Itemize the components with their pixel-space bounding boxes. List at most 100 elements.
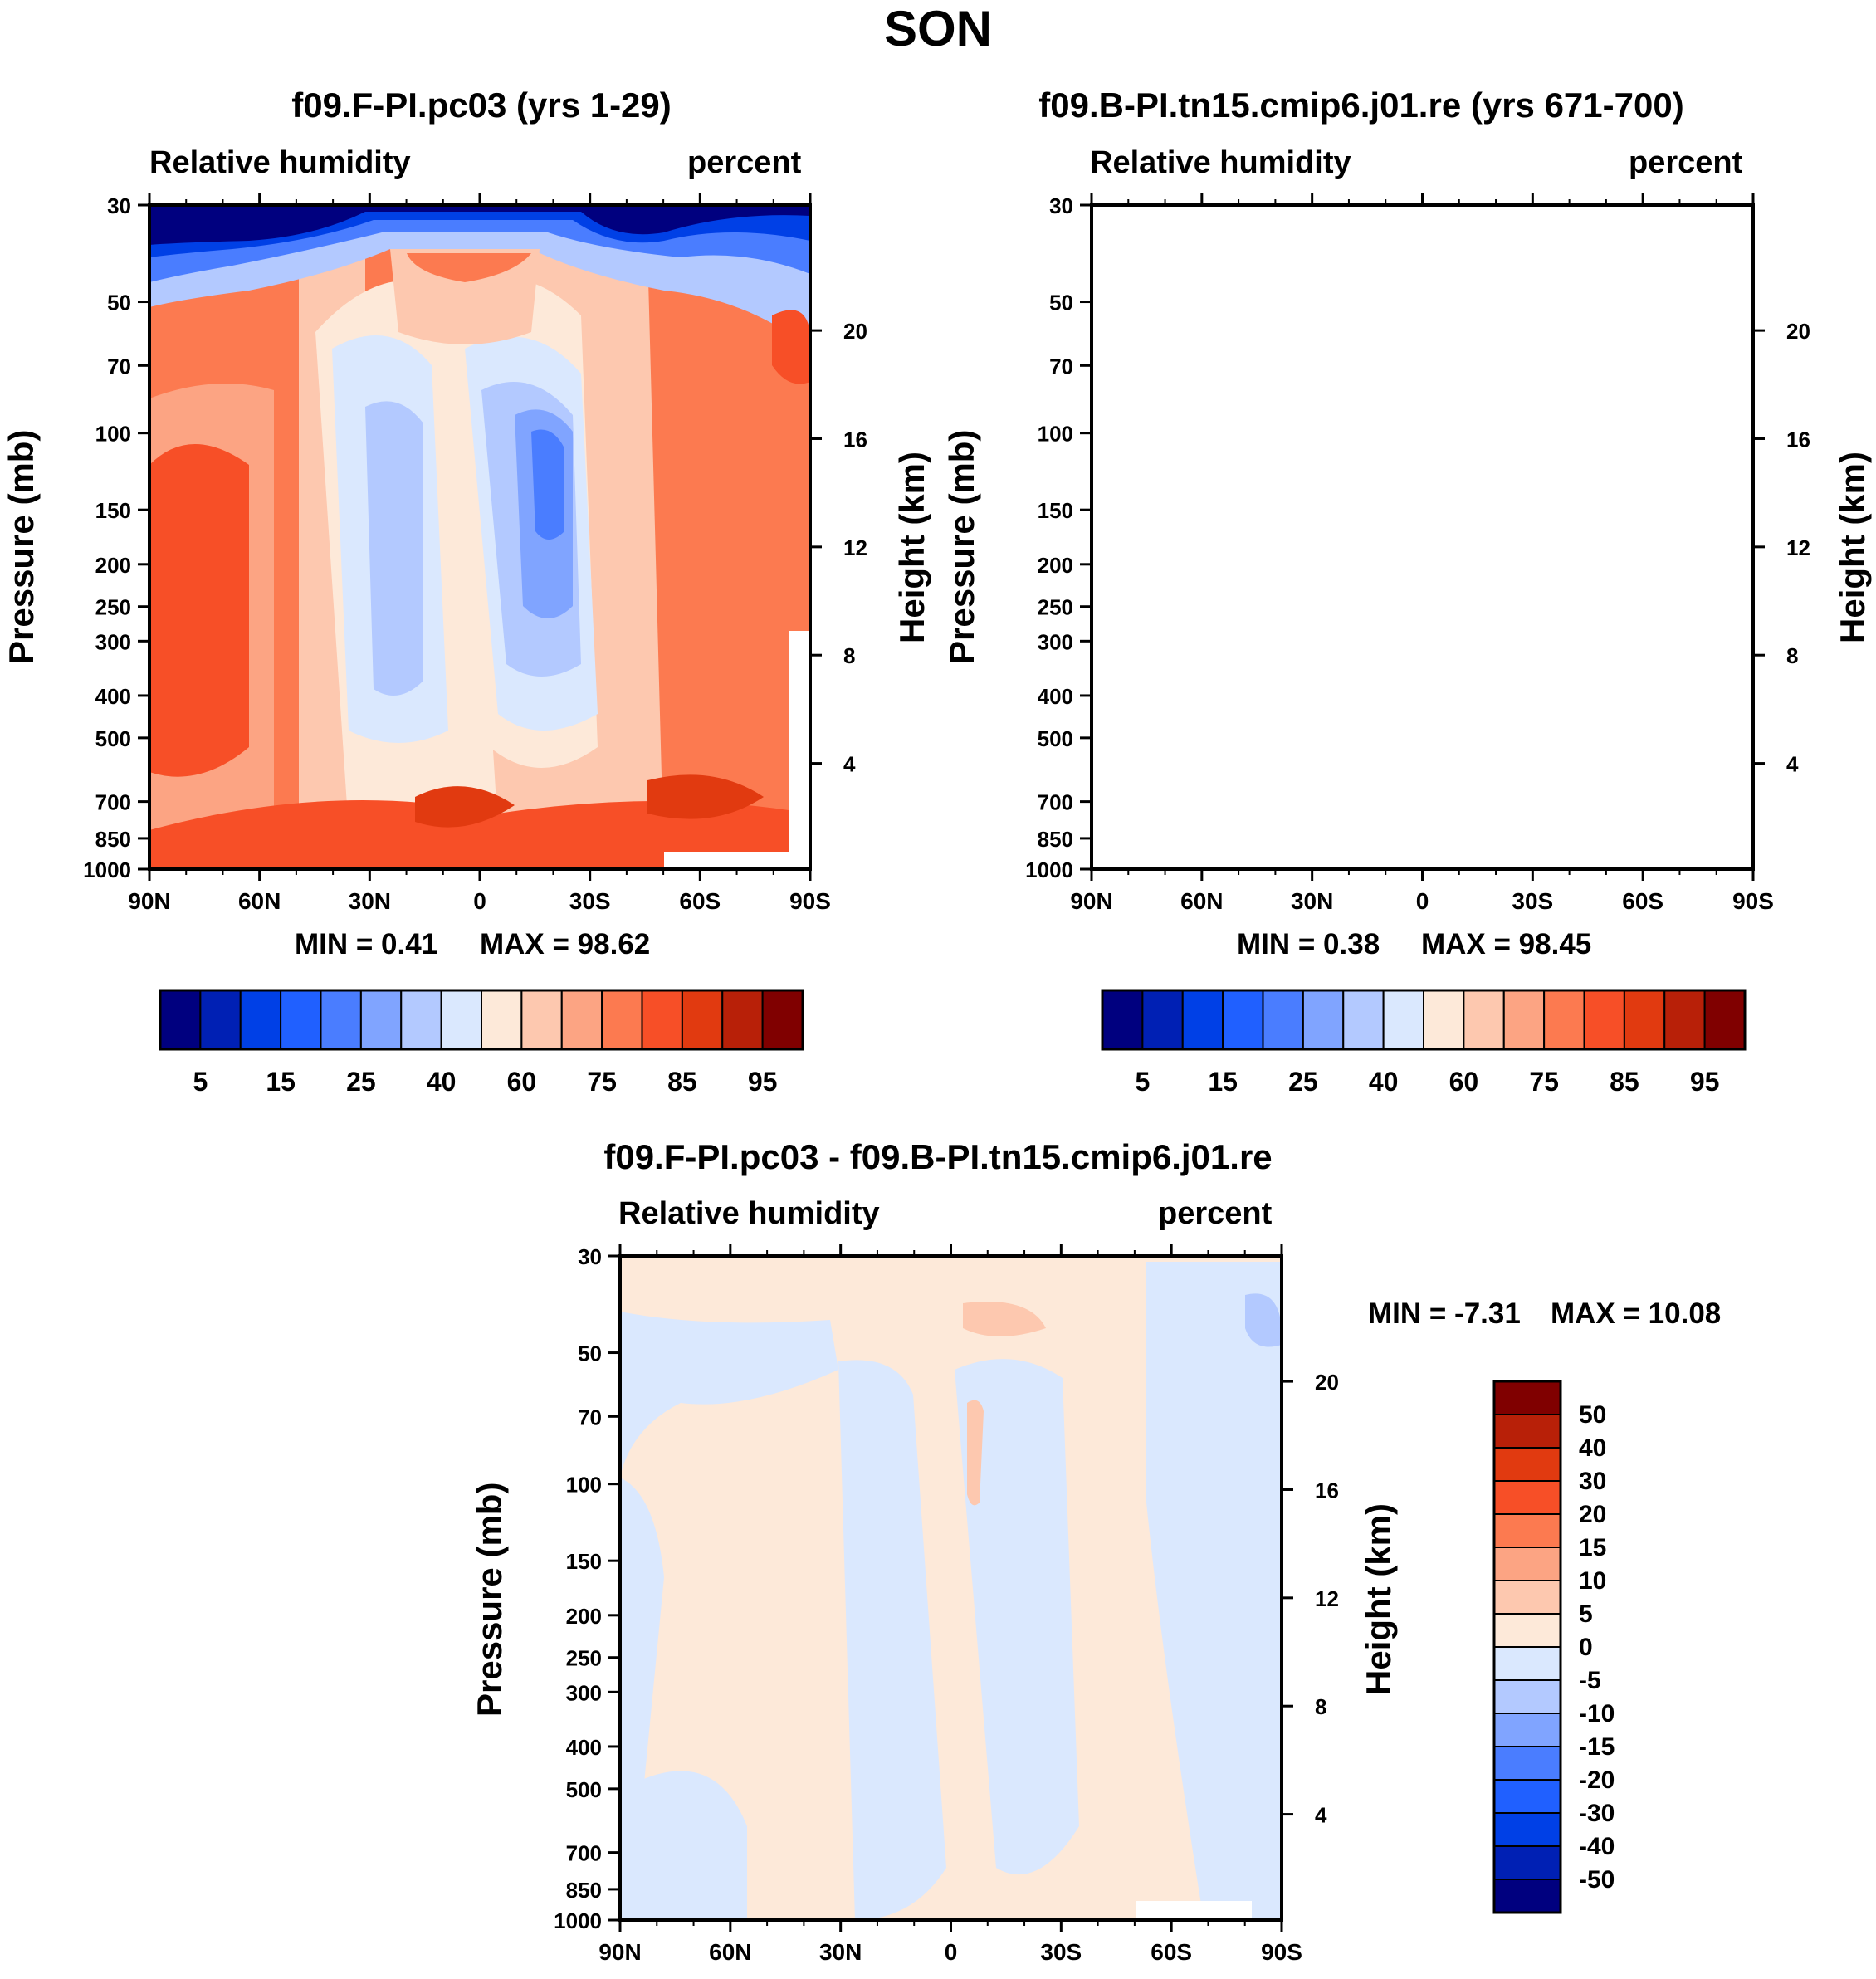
panel2-htick-label: 8 — [1786, 643, 1798, 668]
panel2-ytick-label: 1000 — [1025, 858, 1073, 882]
colorbar2-label: 75 — [1529, 1067, 1559, 1097]
panel1-htick-label: 8 — [843, 643, 855, 668]
colorbar3-swatch — [1493, 1646, 1561, 1681]
colorbar3-swatch — [1493, 1845, 1561, 1880]
colorbar3-label: -15 — [1579, 1733, 1615, 1761]
panel3-xtick-label: 60N — [709, 1939, 751, 1965]
panel3-variable-label: Relative humidity — [618, 1196, 880, 1231]
panel1-ytick-label: 30 — [107, 193, 131, 218]
panel3-min: MIN = -7.31 — [1368, 1297, 1521, 1330]
colorbar2-label: 40 — [1369, 1067, 1399, 1097]
panel3-xtick-label: 90S — [1261, 1939, 1302, 1965]
panel2-ytick-label: 250 — [1038, 595, 1073, 620]
colorbar3-label: -5 — [1579, 1667, 1601, 1694]
colorbar3-label: 50 — [1579, 1401, 1606, 1429]
panel2-units-label: percent — [1629, 145, 1743, 180]
colorbar2-swatch — [1502, 990, 1546, 1050]
panel3-max: MAX = 10.08 — [1551, 1297, 1722, 1330]
panel3-ytick-label: 500 — [566, 1777, 602, 1802]
panel2-variable-label: Relative humidity — [1090, 145, 1351, 180]
panel1-xtick-label: 30N — [349, 888, 391, 914]
colorbar1-swatch — [359, 990, 403, 1050]
colorbar3-label: 15 — [1579, 1534, 1606, 1561]
panel3-ytick-label: 850 — [566, 1878, 602, 1903]
panel2-ytick-label: 150 — [1038, 498, 1073, 523]
colorbar2-swatch — [1262, 990, 1304, 1050]
panel1-units-label: percent — [687, 145, 802, 180]
panel2-ytick-label: 70 — [1049, 354, 1073, 379]
colorbar3-swatch — [1493, 1812, 1561, 1847]
panel3-xtick-label: 0 — [945, 1939, 958, 1965]
panel3-xtick-label: 30N — [819, 1939, 862, 1965]
colorbar1-swatch — [520, 990, 563, 1050]
panel3-ytick-label: 150 — [566, 1549, 602, 1574]
colorbar3-swatch — [1493, 1380, 1561, 1415]
colorbar3-label: -50 — [1579, 1866, 1615, 1893]
panel2-htick-label: 4 — [1786, 752, 1799, 777]
panel1-ytick-label: 500 — [95, 726, 131, 751]
panel3-ytick-label: 100 — [566, 1473, 602, 1498]
panel1-min: MIN = 0.41 — [295, 928, 438, 960]
panel2-htick-label: 20 — [1786, 319, 1810, 344]
panel1-htick-label: 16 — [843, 427, 867, 452]
panel1-ytick-label: 850 — [95, 827, 131, 852]
colorbar3-swatch — [1493, 1779, 1561, 1814]
panel1-variable-label: Relative humidity — [149, 145, 411, 180]
panel1-xtick-label: 60N — [238, 888, 281, 914]
colorbar1-label: 25 — [346, 1067, 376, 1097]
panel3-units-label: percent — [1158, 1196, 1273, 1231]
panel3-ytick-label: 300 — [566, 1680, 602, 1705]
panel2-ytick-label: 850 — [1038, 827, 1073, 852]
panel2-xtick-label: 30S — [1512, 888, 1553, 914]
panel1-xtick-label: 90S — [789, 888, 831, 914]
colorbar1-swatch — [320, 990, 362, 1050]
panel3-ytick-label: 30 — [578, 1244, 602, 1269]
colorbar2-label: 5 — [1135, 1067, 1150, 1097]
colorbar1-swatch — [280, 990, 322, 1050]
panel2-min: MIN = 0.38 — [1237, 928, 1380, 960]
colorbar1-label: 85 — [667, 1067, 697, 1097]
panel2-htick-label: 12 — [1786, 535, 1810, 560]
panel3-ytick-label: 700 — [566, 1841, 602, 1866]
colorbar3-label: 0 — [1579, 1634, 1593, 1661]
colorbar1-swatch — [761, 990, 804, 1050]
colorbar3-swatch — [1493, 1746, 1561, 1781]
colorbar2-swatch — [1543, 990, 1585, 1050]
panel2-frame — [1090, 203, 1755, 871]
colorbar3-swatch — [1493, 1547, 1561, 1581]
panel2-xtick-label: 60N — [1180, 888, 1223, 914]
colorbar3-label: 10 — [1579, 1567, 1606, 1595]
colorbar3-swatch — [1493, 1679, 1561, 1714]
colorbar2-swatch — [1623, 990, 1666, 1050]
panel3-xtick-label: 30S — [1040, 1939, 1082, 1965]
panel3-contour-field — [620, 1256, 1282, 1920]
panel2-ytick-label: 30 — [1049, 193, 1073, 218]
panel2-xtick-label: 60S — [1622, 888, 1663, 914]
colorbar1-frame — [159, 989, 804, 1051]
colorbar1-label: 15 — [266, 1067, 296, 1097]
panel1-xtick-label: 60S — [679, 888, 721, 914]
panel1-htick-label: 4 — [843, 752, 856, 777]
colorbar2-swatch — [1463, 990, 1505, 1050]
panel2-xtick-label: 90N — [1070, 888, 1112, 914]
panel3-htick-label: 12 — [1315, 1586, 1339, 1611]
panel3-htick-label: 8 — [1315, 1694, 1326, 1719]
colorbar3-swatch — [1493, 1513, 1561, 1548]
panel1-title: f09.F-PI.pc03 (yrs 1-29) — [291, 86, 672, 125]
panel3-xtick-label: 90N — [598, 1939, 641, 1965]
panel2-xtick-label: 30N — [1291, 888, 1333, 914]
panel1-ytick-label: 70 — [107, 354, 131, 379]
colorbar1-swatch — [721, 990, 764, 1050]
colorbar3-frame — [1492, 1380, 1562, 1914]
panel2-title: f09.B-PI.tn15.cmip6.j01.re (yrs 671-700) — [1038, 86, 1684, 125]
panel2-contour-field — [1092, 205, 1752, 869]
colorbar3-label: -30 — [1579, 1800, 1615, 1827]
colorbar2-label: 25 — [1288, 1067, 1318, 1097]
colorbar1-label: 95 — [748, 1067, 778, 1097]
colorbar2-label: 95 — [1690, 1067, 1720, 1097]
colorbar2-swatch — [1423, 990, 1465, 1050]
colorbar1-swatch — [199, 990, 242, 1050]
colorbar1-label: 60 — [507, 1067, 537, 1097]
colorbar1-swatch — [239, 990, 282, 1050]
panel3-htick-label: 20 — [1315, 1370, 1339, 1395]
